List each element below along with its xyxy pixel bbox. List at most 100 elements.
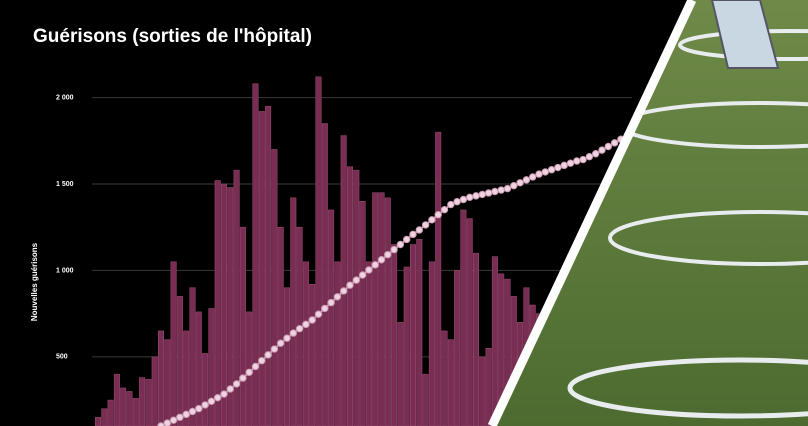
bar bbox=[485, 347, 492, 426]
line-point bbox=[415, 226, 423, 234]
bar bbox=[202, 353, 209, 426]
line-point bbox=[239, 374, 247, 382]
bar bbox=[321, 123, 328, 426]
line-point bbox=[169, 416, 178, 424]
line-point bbox=[529, 173, 537, 181]
bar bbox=[158, 330, 164, 426]
bar bbox=[271, 149, 278, 426]
bar bbox=[384, 197, 391, 426]
bar bbox=[277, 226, 284, 426]
photo-circle bbox=[567, 357, 808, 419]
bar bbox=[479, 356, 486, 426]
line-point bbox=[340, 287, 348, 295]
bar bbox=[460, 209, 467, 426]
line-point bbox=[327, 298, 335, 307]
photo-border bbox=[487, 0, 697, 426]
bar bbox=[132, 398, 139, 426]
line-point bbox=[390, 245, 398, 254]
line-point bbox=[535, 170, 543, 178]
bar bbox=[239, 226, 246, 426]
line-point bbox=[384, 250, 392, 259]
bar bbox=[309, 284, 316, 426]
bar bbox=[454, 270, 461, 426]
line-point bbox=[333, 293, 342, 301]
line-point bbox=[522, 176, 531, 184]
line-point bbox=[510, 181, 518, 190]
line-point bbox=[283, 334, 291, 342]
bar bbox=[315, 76, 322, 426]
line-point bbox=[232, 380, 241, 388]
line-point bbox=[478, 190, 486, 199]
bar bbox=[208, 308, 215, 426]
line-point bbox=[440, 205, 449, 214]
line-point bbox=[447, 200, 455, 209]
bar bbox=[498, 273, 505, 426]
y-tick-label: 1 000 bbox=[56, 267, 74, 274]
bar bbox=[504, 278, 511, 426]
bar bbox=[334, 261, 341, 426]
bar bbox=[139, 377, 146, 426]
bar bbox=[126, 391, 133, 426]
line-point bbox=[258, 356, 266, 365]
line-point bbox=[453, 197, 461, 206]
line-point bbox=[573, 157, 581, 165]
photo-circle bbox=[608, 210, 808, 266]
photo-circle bbox=[678, 29, 808, 61]
line-point bbox=[346, 281, 354, 289]
line-point bbox=[289, 329, 297, 337]
bar bbox=[510, 296, 517, 426]
line-point bbox=[207, 397, 216, 406]
bar bbox=[340, 135, 347, 426]
line-point bbox=[541, 168, 549, 176]
y-tick-label: 1 500 bbox=[56, 181, 74, 188]
line-point bbox=[214, 393, 222, 402]
bar bbox=[347, 166, 353, 426]
bar bbox=[302, 261, 309, 426]
bar bbox=[265, 105, 272, 426]
line-point bbox=[560, 161, 568, 170]
bar bbox=[422, 373, 429, 426]
bar bbox=[435, 131, 442, 426]
bar bbox=[447, 339, 454, 426]
line-point bbox=[598, 146, 606, 154]
line-point bbox=[251, 362, 260, 371]
line-point bbox=[497, 186, 505, 194]
line-point bbox=[585, 152, 594, 161]
bar bbox=[378, 192, 385, 426]
line-point bbox=[201, 401, 209, 409]
line-point bbox=[472, 192, 480, 200]
bar bbox=[233, 169, 240, 426]
line-point bbox=[220, 390, 228, 398]
line-point bbox=[365, 266, 373, 274]
line-point bbox=[182, 410, 190, 419]
line-point bbox=[314, 310, 323, 318]
line-point bbox=[428, 216, 436, 224]
bar bbox=[95, 417, 101, 426]
bar bbox=[416, 239, 423, 426]
line-point bbox=[195, 404, 203, 413]
bar bbox=[164, 339, 171, 426]
line-point bbox=[188, 407, 197, 416]
bar bbox=[372, 192, 379, 426]
line-point bbox=[277, 339, 285, 347]
line-point bbox=[516, 179, 524, 187]
bar bbox=[466, 218, 473, 426]
line-point bbox=[610, 139, 619, 147]
bar bbox=[107, 399, 114, 426]
bar bbox=[365, 261, 372, 426]
bar bbox=[491, 256, 498, 426]
bar bbox=[290, 197, 297, 426]
bar bbox=[328, 209, 335, 426]
bar bbox=[151, 356, 158, 426]
bar bbox=[170, 261, 177, 426]
line-point bbox=[491, 187, 499, 196]
line-point bbox=[308, 316, 316, 324]
bar bbox=[221, 183, 227, 426]
bar bbox=[101, 408, 108, 426]
bar bbox=[473, 252, 479, 426]
bar bbox=[403, 266, 410, 426]
bar bbox=[353, 169, 360, 426]
line-point bbox=[421, 221, 430, 229]
bar bbox=[284, 287, 290, 426]
